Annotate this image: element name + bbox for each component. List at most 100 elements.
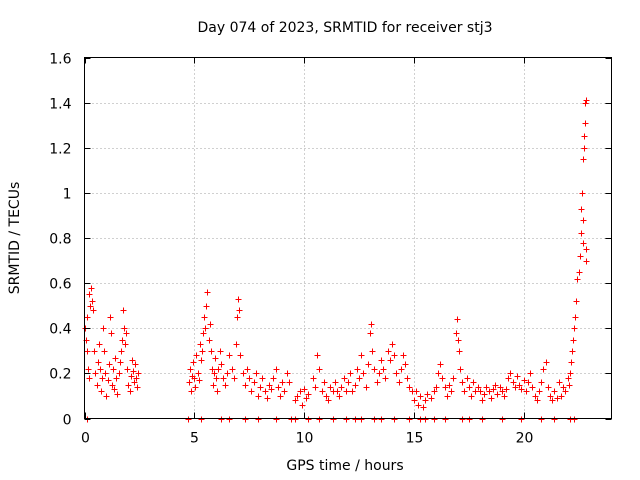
data-point	[279, 379, 286, 386]
y-tick-label: 0.4	[49, 322, 71, 338]
data-point	[192, 384, 199, 391]
data-point	[303, 395, 310, 402]
data-point	[273, 366, 280, 373]
data-point	[107, 314, 114, 321]
data-point	[347, 370, 354, 377]
data-point	[466, 416, 473, 423]
data-point	[292, 416, 299, 423]
data-point	[562, 388, 569, 395]
data-point	[323, 393, 330, 400]
data-point	[273, 416, 280, 423]
data-point	[99, 375, 106, 382]
data-point	[100, 325, 107, 332]
data-point	[120, 307, 127, 314]
data-point	[583, 246, 590, 253]
data-point	[352, 382, 359, 389]
x-tick-label: 0	[81, 431, 90, 447]
data-point	[507, 370, 514, 377]
data-point	[371, 416, 378, 423]
data-point	[444, 393, 451, 400]
data-point	[431, 388, 438, 395]
data-point	[459, 416, 466, 423]
data-point	[576, 269, 583, 276]
data-point	[114, 391, 121, 398]
data-point	[105, 377, 112, 384]
data-point	[231, 375, 238, 382]
data-point	[566, 382, 573, 389]
data-point	[424, 391, 431, 398]
data-point	[532, 393, 539, 400]
data-point	[128, 373, 135, 380]
data-point	[325, 397, 332, 404]
y-tick-label: 1.6	[49, 52, 71, 68]
data-point	[378, 416, 385, 423]
data-point	[119, 337, 126, 344]
data-point	[314, 352, 321, 359]
data-point	[96, 341, 103, 348]
data-point	[572, 314, 579, 321]
data-point	[199, 348, 206, 355]
data-point	[186, 379, 193, 386]
data-point	[578, 230, 585, 237]
data-point	[264, 395, 271, 402]
data-point	[203, 303, 210, 310]
data-point	[574, 276, 581, 283]
data-point	[454, 316, 461, 323]
data-point	[400, 352, 407, 359]
data-point	[583, 97, 590, 104]
data-point	[521, 377, 528, 384]
data-points	[82, 97, 590, 423]
data-point	[349, 388, 356, 395]
data-point	[253, 370, 260, 377]
data-point	[422, 416, 429, 423]
data-point	[475, 384, 482, 391]
data-point	[234, 314, 241, 321]
data-point	[547, 393, 554, 400]
data-point	[382, 375, 389, 382]
data-point	[319, 388, 326, 395]
data-point	[237, 352, 244, 359]
data-point	[343, 416, 350, 423]
data-point	[431, 416, 438, 423]
data-point	[581, 133, 588, 140]
data-point	[132, 361, 139, 368]
data-point	[299, 402, 306, 409]
data-point	[499, 388, 506, 395]
x-axis-label: GPS time / hours	[286, 458, 403, 474]
data-point	[207, 321, 214, 328]
x-tick-label: 5	[190, 431, 199, 447]
y-tick-label: 1	[63, 187, 72, 203]
data-point	[257, 384, 264, 391]
data-point	[466, 384, 473, 391]
data-point	[229, 366, 236, 373]
data-point	[84, 348, 91, 355]
data-point	[305, 391, 312, 398]
data-point	[218, 416, 225, 423]
data-point	[103, 393, 110, 400]
data-point	[417, 393, 424, 400]
data-point	[367, 330, 374, 337]
data-point	[332, 379, 339, 386]
data-point	[453, 330, 460, 337]
data-point	[378, 357, 385, 364]
data-point	[327, 384, 334, 391]
data-point	[368, 321, 375, 328]
data-point	[492, 382, 499, 389]
data-point	[560, 384, 567, 391]
data-point	[86, 375, 93, 382]
data-point	[428, 395, 435, 402]
data-point	[439, 375, 446, 382]
data-point	[565, 375, 572, 382]
data-point	[393, 370, 400, 377]
data-point	[277, 393, 284, 400]
data-point	[112, 355, 119, 362]
data-point	[244, 366, 251, 373]
data-point	[268, 386, 275, 393]
data-point	[210, 382, 217, 389]
data-point	[117, 359, 124, 366]
data-point	[255, 393, 262, 400]
data-point	[316, 366, 323, 373]
data-point	[536, 388, 543, 395]
data-point	[490, 386, 497, 393]
